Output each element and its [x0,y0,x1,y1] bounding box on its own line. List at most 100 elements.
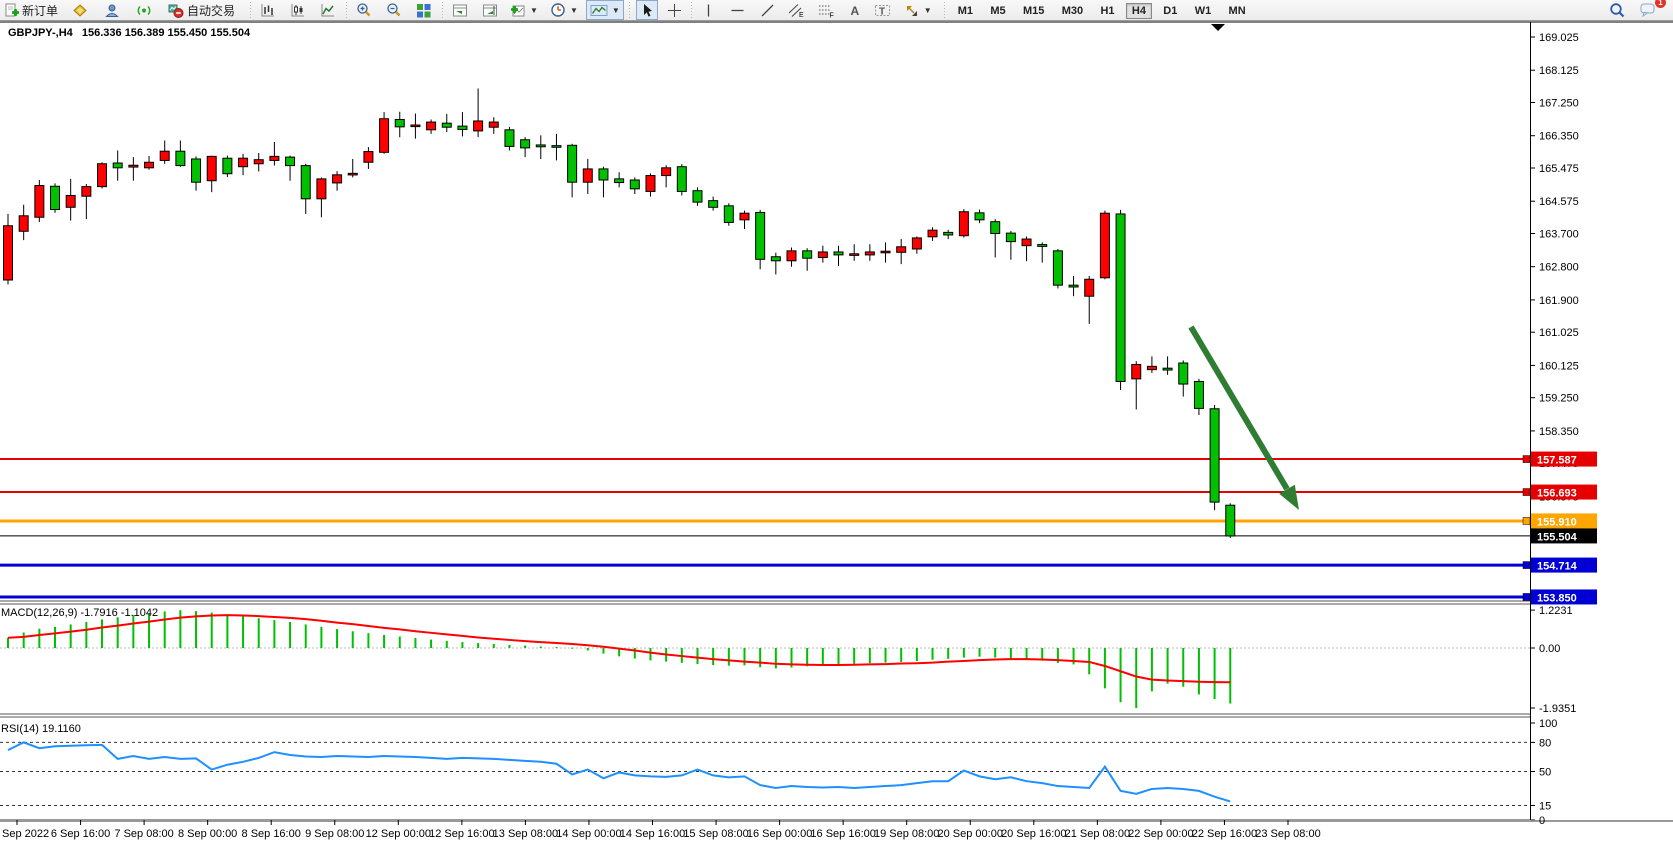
macd-histogram-bar [383,634,386,648]
zoom-in-button[interactable] [352,0,376,20]
timeframe-m30[interactable]: M30 [1061,5,1084,17]
gold-button[interactable] [68,0,92,20]
new-order-button[interactable]: 新订单 [0,0,62,20]
trendline-button[interactable] [756,0,779,20]
time-tick-label: 8 Sep 16:00 [242,828,301,840]
price-badge [1531,484,1597,500]
macd-histogram-bar [900,648,903,662]
candlestick-chart-icon [291,3,305,16]
macd-histogram-bar [101,619,104,648]
horizontal-line-button[interactable] [726,0,749,20]
timeframe-h1[interactable]: H1 [1100,5,1115,17]
macd-histogram-bar [602,648,605,654]
main-toolbar: 新订单 自动交易 ▼ ▼ [0,0,1673,21]
timeframe-mn[interactable]: MN [1228,5,1246,17]
auto-trading-button[interactable]: 自动交易 [164,0,239,20]
candle-body [473,120,484,132]
candle-body [3,225,13,281]
candle-body [300,165,311,200]
macd-histogram-bar [148,613,151,648]
chart-plot-area[interactable]: 169.025 168.125 167.250 166.350 165.475 164.5… [0,21,1673,843]
macd-histogram-bar [649,648,652,661]
chat-button[interactable]: 1 [1636,0,1666,20]
text-icon: A [850,4,859,18]
equidistant-channel-icon: E [788,3,804,18]
text-button[interactable]: A [844,0,865,20]
trend-arrow-line[interactable] [1188,325,1290,491]
tile-windows-button[interactable] [412,0,436,20]
current-bar-marker[interactable] [1211,24,1225,31]
period-button[interactable]: ▼ [546,0,582,20]
arrange-window-alt-button[interactable] [478,0,502,20]
arrows-icon [906,5,917,16]
signal-button[interactable] [132,0,156,20]
candle-body [1178,362,1189,385]
toolbar-grip [343,2,350,18]
macd-histogram-bar [790,648,793,668]
macd-histogram-bar [1213,648,1216,700]
template-button[interactable]: ▼ [585,0,624,20]
new-chart-button[interactable]: ▼ [506,0,542,20]
timeframe-w1[interactable]: W1 [1194,5,1212,17]
candle-body [1115,213,1126,382]
timeframe-h4[interactable]: H4 [1125,3,1152,19]
candle-body [786,250,797,262]
tile-windows-icon [417,3,431,17]
macd-histogram-bar [1166,648,1169,684]
candle-body [598,168,609,181]
timeframe-m5[interactable]: M5 [990,5,1006,17]
macd-histogram-bar [273,620,276,648]
price-tick-label: 164.575 [1539,196,1579,208]
candle-body [1005,232,1016,243]
svg-text:T: T [879,6,885,17]
macd-histogram-bar [492,643,495,648]
macd-indicator-label: MACD(12,26,9) -1.7916 -1.1042 [1,607,159,619]
arrange-window-button[interactable] [448,0,472,20]
fibonacci-button[interactable]: F [814,0,839,20]
dropdown-arrow-icon: ▼ [611,5,620,15]
gold-icon [73,3,87,17]
macd-scale-label: -1.9351 [1539,703,1576,715]
macd-histogram-bar [320,626,323,648]
timeframe-m15[interactable]: M15 [1022,5,1045,17]
candlestick-chart-button[interactable] [286,0,310,20]
price-axis-background[interactable] [1531,23,1673,820]
time-tick-label: 19 Sep 08:00 [874,828,939,840]
line-anchor-square[interactable] [1522,561,1531,569]
text-label-button[interactable]: T [870,0,895,20]
equidistant-channel-button[interactable]: E [784,0,809,20]
price-tick-label: 167.250 [1539,97,1579,109]
bar-chart-button[interactable] [256,0,280,20]
cursor-button[interactable] [635,0,658,20]
rsi-scale-label: 50 [1539,767,1551,779]
arrows-button[interactable]: ▼ [900,0,936,20]
chart-symbol-label: GBPJPY-,H4 [8,27,73,39]
line-anchor-square[interactable] [1522,488,1531,496]
user-button[interactable] [100,0,124,20]
macd-histogram-bar [414,638,417,648]
macd-histogram-bar [257,618,260,648]
candle-body [394,118,405,128]
rsi-scale-label: 15 [1539,800,1551,812]
candle-body [896,246,907,253]
macd-histogram-bar [85,621,88,648]
macd-histogram-bar [1072,648,1075,665]
trend-arrow-head[interactable] [1279,484,1299,510]
crosshair-button[interactable] [663,0,686,20]
macd-histogram-bar [210,612,213,648]
vertical-line-button[interactable] [698,0,719,20]
timeframe-d1[interactable]: D1 [1163,5,1178,17]
zoom-out-button[interactable] [382,0,406,20]
macd-histogram-bar [7,637,9,648]
price-badge [1531,589,1597,605]
line-anchor-square[interactable] [1522,517,1531,525]
rsi-line [7,741,1231,803]
candle-body [958,211,969,237]
line-anchor-square[interactable] [1522,455,1531,463]
macd-histogram-bar [759,648,762,668]
line-chart-button[interactable] [316,0,340,20]
line-anchor-square[interactable] [1522,593,1531,601]
search-button[interactable] [1605,0,1630,20]
candle-body [1225,504,1236,537]
timeframe-m1[interactable]: M1 [957,5,973,17]
